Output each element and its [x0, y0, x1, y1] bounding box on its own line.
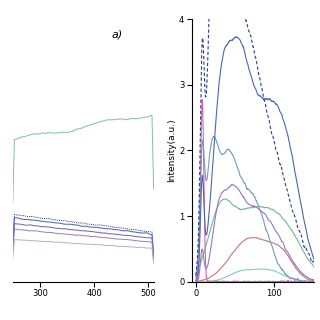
Y-axis label: Intensity(a.u.): Intensity(a.u.) [167, 119, 176, 182]
Text: a): a) [111, 30, 123, 40]
